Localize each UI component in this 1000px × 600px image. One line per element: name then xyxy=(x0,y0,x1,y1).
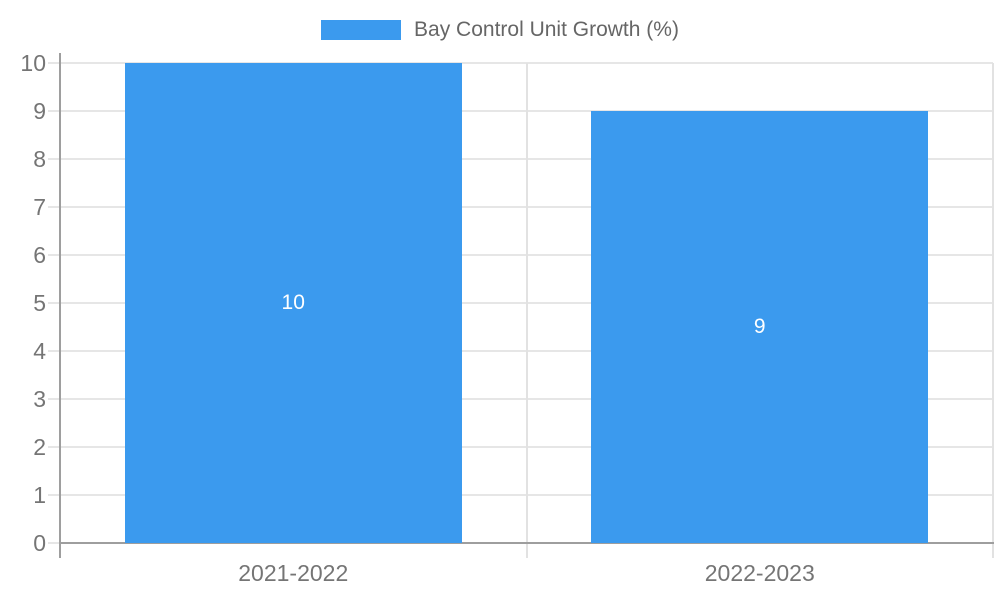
legend-label: Bay Control Unit Growth (%) xyxy=(414,18,679,41)
y-tick-label: 0 xyxy=(33,530,46,556)
gridline xyxy=(48,254,993,256)
gridline xyxy=(48,446,993,448)
plot-right-border xyxy=(992,63,994,558)
y-tick-label: 4 xyxy=(33,338,46,364)
y-tick-label: 5 xyxy=(33,290,46,316)
y-tick-label: 1 xyxy=(33,482,46,508)
gridline xyxy=(48,62,993,64)
legend: Bay Control Unit Growth (%) xyxy=(0,18,1000,42)
gridline xyxy=(48,110,993,112)
y-tick-label: 8 xyxy=(33,146,46,172)
y-tick-label: 2 xyxy=(33,434,46,460)
plot-area: 10 9 xyxy=(48,53,994,558)
legend-swatch-icon xyxy=(321,20,402,40)
gridline xyxy=(48,206,993,208)
y-tick-label: 10 xyxy=(20,50,46,76)
x-tick-label: 2021-2022 xyxy=(238,560,349,586)
y-tick-label: 3 xyxy=(33,386,46,412)
category-divider xyxy=(525,63,528,558)
x-axis-line xyxy=(59,542,994,544)
x-axis-tick-labels: 2021-2022 2022-2023 xyxy=(60,560,993,587)
bar[interactable]: 10 xyxy=(124,63,462,543)
gridline xyxy=(48,350,993,352)
bar-value-label: 9 xyxy=(753,315,766,338)
y-axis-line xyxy=(59,53,61,558)
y-axis-tick-labels: 0 1 2 3 4 5 6 7 8 9 10 xyxy=(0,50,46,556)
gridline xyxy=(48,494,993,496)
gridline xyxy=(48,158,993,160)
legend-item[interactable]: Bay Control Unit Growth (%) xyxy=(321,18,679,42)
y-tick-label: 7 xyxy=(33,194,46,220)
bar-value-label: 10 xyxy=(281,291,305,314)
gridline xyxy=(48,398,993,400)
bar[interactable]: 9 xyxy=(591,111,929,543)
x-tick-label: 2022-2023 xyxy=(704,560,815,586)
y-tick-label: 9 xyxy=(33,98,46,124)
gridline xyxy=(48,302,993,304)
y-tick-label: 6 xyxy=(33,242,46,268)
